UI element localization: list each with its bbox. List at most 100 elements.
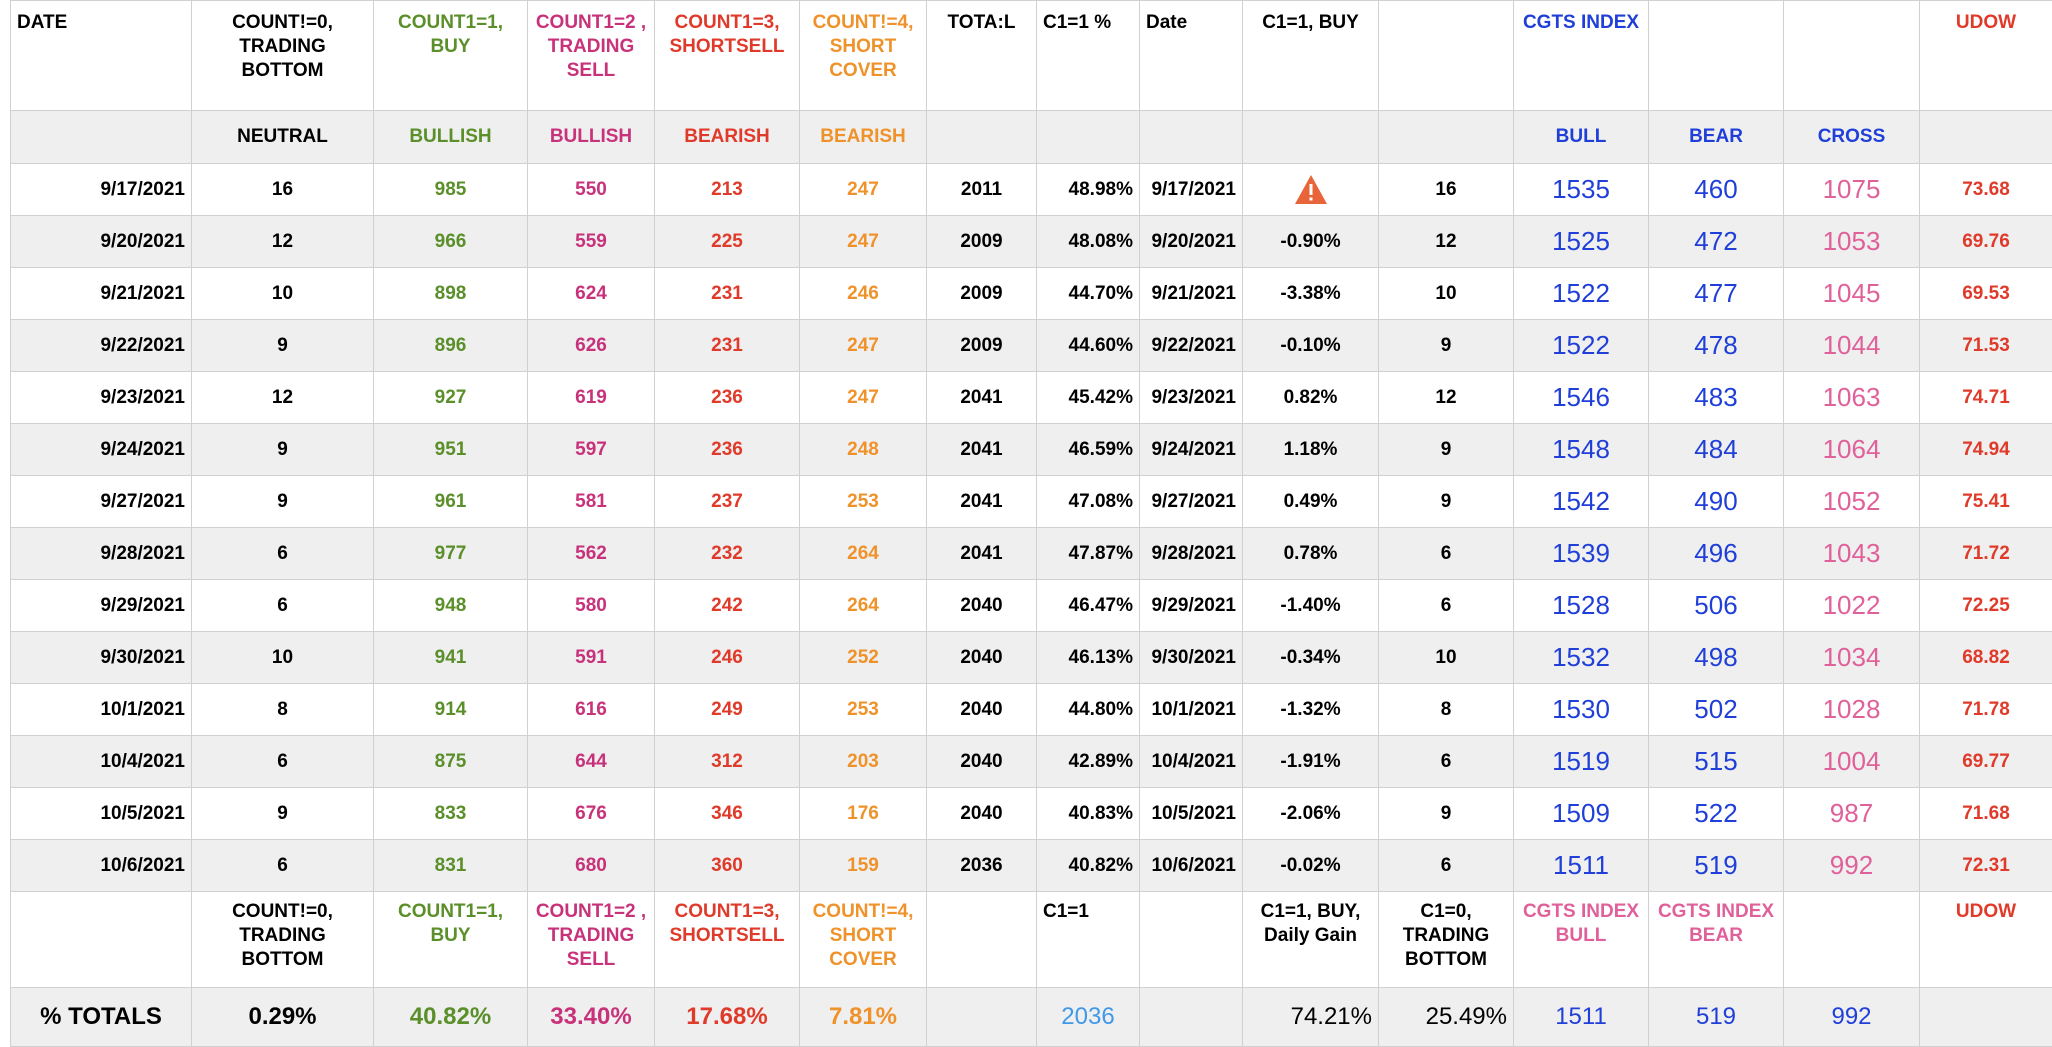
subheader-neutral[interactable]: NEUTRAL xyxy=(192,111,374,164)
cell-date2[interactable]: 9/17/2021 xyxy=(1140,164,1243,216)
cell-c1buy[interactable]: -0.34% xyxy=(1243,632,1379,684)
cell-date[interactable]: 9/22/2021 xyxy=(11,320,192,372)
cell-c1zero[interactable]: 10 xyxy=(1379,268,1514,320)
header-blank3[interactable] xyxy=(1784,1,1920,111)
cell-total[interactable]: 2040 xyxy=(927,788,1037,840)
footer-count1[interactable]: COUNT1=1, BUY xyxy=(374,892,528,988)
cell-udow[interactable]: 69.76 xyxy=(1920,216,2052,268)
cell-c1zero[interactable]: 10 xyxy=(1379,632,1514,684)
cell-total[interactable]: 2011 xyxy=(927,164,1037,216)
subheader-bull[interactable]: BULL xyxy=(1514,111,1649,164)
cell-count1[interactable]: 831 xyxy=(374,840,528,892)
cell-count2[interactable]: 597 xyxy=(528,424,655,476)
cell[interactable] xyxy=(11,892,192,988)
cell-count3[interactable]: 231 xyxy=(655,268,800,320)
cell-c1zero[interactable]: 6 xyxy=(1379,528,1514,580)
cell-c1buy[interactable]: -3.38% xyxy=(1243,268,1379,320)
footer-count2[interactable]: COUNT1=2 , TRADING SELL xyxy=(528,892,655,988)
cell-c1zero[interactable]: 9 xyxy=(1379,788,1514,840)
cell-cross[interactable]: 1044 xyxy=(1784,320,1920,372)
cell-count2[interactable]: 676 xyxy=(528,788,655,840)
cell-bear[interactable]: 478 xyxy=(1649,320,1784,372)
cell-count4[interactable]: 248 xyxy=(800,424,927,476)
cell-cross[interactable]: 1043 xyxy=(1784,528,1920,580)
cell-c1buy[interactable]: 0.82% xyxy=(1243,372,1379,424)
cell-cross[interactable]: 1045 xyxy=(1784,268,1920,320)
cell-count3[interactable]: 312 xyxy=(655,736,800,788)
header-c1pct[interactable]: C1=1 % xyxy=(1037,1,1140,111)
cell-cross[interactable]: 1004 xyxy=(1784,736,1920,788)
cell-count3[interactable]: 242 xyxy=(655,580,800,632)
cell-bull[interactable]: 1542 xyxy=(1514,476,1649,528)
cell-total[interactable]: 2009 xyxy=(927,268,1037,320)
cell-total[interactable]: 2040 xyxy=(927,684,1037,736)
cell-cross[interactable]: 1022 xyxy=(1784,580,1920,632)
footer-c1buy[interactable]: C1=1, BUY, Daily Gain xyxy=(1243,892,1379,988)
cell-count4[interactable]: 253 xyxy=(800,684,927,736)
totals-count0[interactable]: 0.29% xyxy=(192,988,374,1047)
cell-count4[interactable]: 253 xyxy=(800,476,927,528)
header-c1buy[interactable]: C1=1, BUY xyxy=(1243,1,1379,111)
footer-udow[interactable]: UDOW xyxy=(1920,892,2052,988)
cell-c1zero[interactable]: 16 xyxy=(1379,164,1514,216)
footer-cgts-bull[interactable]: CGTS INDEX BULL xyxy=(1514,892,1649,988)
cell-count0[interactable]: 9 xyxy=(192,320,374,372)
cell-total[interactable]: 2040 xyxy=(927,736,1037,788)
totals-count2[interactable]: 33.40% xyxy=(528,988,655,1047)
cell-count4[interactable]: 252 xyxy=(800,632,927,684)
cell-udow[interactable]: 68.82 xyxy=(1920,632,2052,684)
totals-c1-value[interactable]: 2036 xyxy=(1037,988,1140,1047)
cell-cross[interactable]: 1028 xyxy=(1784,684,1920,736)
cell-c1buy[interactable]: 0.78% xyxy=(1243,528,1379,580)
cell[interactable] xyxy=(1243,111,1379,164)
cell-count4[interactable]: 264 xyxy=(800,580,927,632)
cell-udow[interactable]: 72.31 xyxy=(1920,840,2052,892)
cell-count4[interactable]: 246 xyxy=(800,268,927,320)
totals-bull[interactable]: 1511 xyxy=(1514,988,1649,1047)
cell-cross[interactable]: 987 xyxy=(1784,788,1920,840)
cell-count2[interactable]: 580 xyxy=(528,580,655,632)
header-udow[interactable]: UDOW xyxy=(1920,1,2052,111)
cell-date[interactable]: 9/27/2021 xyxy=(11,476,192,528)
cell-c1pct[interactable]: 44.80% xyxy=(1037,684,1140,736)
header-count4[interactable]: COUNT!=4, SHORT COVER xyxy=(800,1,927,111)
cell-date[interactable]: 10/5/2021 xyxy=(11,788,192,840)
cell-c1buy[interactable]: -1.32% xyxy=(1243,684,1379,736)
cell-count0[interactable]: 6 xyxy=(192,736,374,788)
cell[interactable] xyxy=(1037,111,1140,164)
cell-count3[interactable]: 225 xyxy=(655,216,800,268)
cell-c1buy[interactable]: -0.02% xyxy=(1243,840,1379,892)
cell-c1pct[interactable]: 40.83% xyxy=(1037,788,1140,840)
totals-buy-gain[interactable]: 74.21% xyxy=(1243,988,1379,1047)
cell-bear[interactable]: 460 xyxy=(1649,164,1784,216)
cell-c1buy[interactable]: -1.91% xyxy=(1243,736,1379,788)
cell[interactable] xyxy=(1140,988,1243,1047)
cell-bull[interactable]: 1511 xyxy=(1514,840,1649,892)
cell-c1buy[interactable]: -0.10% xyxy=(1243,320,1379,372)
cell-date[interactable]: 10/6/2021 xyxy=(11,840,192,892)
cell-bull[interactable]: 1532 xyxy=(1514,632,1649,684)
footer-c1zero[interactable]: C1=0, TRADING BOTTOM xyxy=(1379,892,1514,988)
cell-c1pct[interactable]: 46.13% xyxy=(1037,632,1140,684)
header-blank[interactable] xyxy=(1379,1,1514,111)
header-total[interactable]: TOTA:L xyxy=(927,1,1037,111)
subheader-bearish-2[interactable]: BEARISH xyxy=(800,111,927,164)
subheader-bear[interactable]: BEAR xyxy=(1649,111,1784,164)
totals-count4[interactable]: 7.81% xyxy=(800,988,927,1047)
cell-c1buy[interactable]: 1.18% xyxy=(1243,424,1379,476)
cell-count3[interactable]: 246 xyxy=(655,632,800,684)
header-count1[interactable]: COUNT1=1, BUY xyxy=(374,1,528,111)
cell-cross[interactable]: 1063 xyxy=(1784,372,1920,424)
cell-bull[interactable]: 1546 xyxy=(1514,372,1649,424)
cell-udow[interactable]: 74.71 xyxy=(1920,372,2052,424)
subheader-bearish[interactable]: BEARISH xyxy=(655,111,800,164)
cell[interactable] xyxy=(1920,988,2052,1047)
cell-count2[interactable]: 559 xyxy=(528,216,655,268)
cell-count2[interactable]: 680 xyxy=(528,840,655,892)
header-count2[interactable]: COUNT1=2 , TRADING SELL xyxy=(528,1,655,111)
cell-bear[interactable]: 483 xyxy=(1649,372,1784,424)
cell-c1pct[interactable]: 46.47% xyxy=(1037,580,1140,632)
cell-count0[interactable]: 9 xyxy=(192,476,374,528)
cell-total[interactable]: 2040 xyxy=(927,580,1037,632)
totals-label[interactable]: % TOTALS xyxy=(11,988,192,1047)
